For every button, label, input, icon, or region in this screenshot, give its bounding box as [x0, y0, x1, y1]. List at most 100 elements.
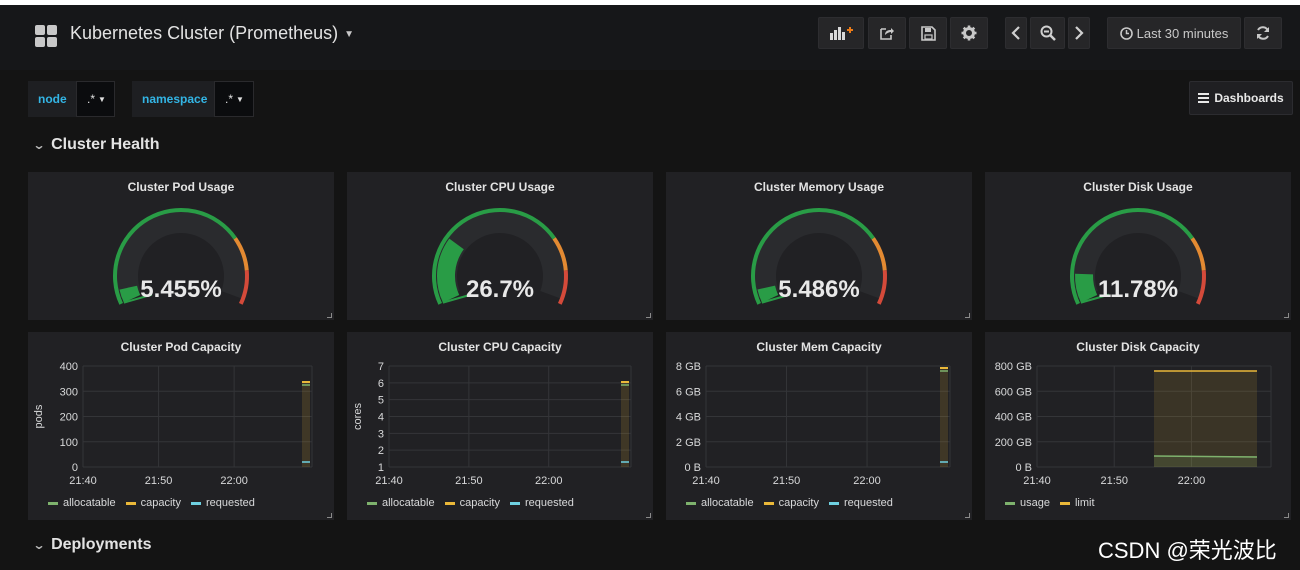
settings-button[interactable] — [950, 17, 988, 49]
legend-item[interactable]: capacity — [763, 497, 819, 509]
legend-label: requested — [843, 497, 893, 509]
series-usage — [1153, 455, 1258, 458]
time-range-picker[interactable]: Last 30 minutes — [1107, 17, 1241, 49]
y-tick-label: 600 GB — [995, 386, 1032, 398]
resize-handle-icon[interactable] — [327, 313, 332, 318]
y-tick-label: 200 GB — [995, 437, 1032, 449]
series-capacity-area — [621, 382, 629, 467]
legend-swatch — [48, 501, 58, 505]
graph-legend: usage limit — [1005, 497, 1095, 509]
save-icon — [920, 25, 936, 41]
time-range-label: Last 30 minutes — [1136, 25, 1229, 41]
legend-item[interactable]: capacity — [125, 497, 181, 509]
add-panel-button[interactable] — [818, 17, 864, 49]
y-tick-label: 4 GB — [676, 412, 701, 424]
panel-title: Cluster Pod Capacity — [120, 340, 242, 354]
panel-title: Cluster Disk Capacity — [1076, 340, 1200, 354]
time-back-button[interactable] — [1005, 17, 1027, 49]
legend-swatch — [125, 501, 136, 505]
x-tick-label: 22:00 — [1178, 475, 1206, 487]
x-tick-label: 21:40 — [375, 475, 403, 487]
variable-node-select[interactable]: .* ▼ — [76, 81, 115, 117]
legend-swatch — [763, 501, 774, 505]
variable-namespace-select[interactable]: .* ▼ — [214, 81, 254, 117]
legend-label: requested — [524, 497, 574, 509]
variable-namespace-label: namespace — [132, 81, 214, 117]
panel-title: Cluster Mem Capacity — [756, 340, 882, 354]
panel-cluster-pod-capacity[interactable]: Cluster Pod Capacity 400 300 200 100 0 21:40 2… — [28, 332, 334, 520]
panel-cluster-pod-usage[interactable]: Cluster Pod Usage 5.455% — [28, 172, 334, 320]
graph-chart: 800 GB 600 GB 400 GB 200 GB 0 B21:40 21:50 22:… — [995, 361, 1272, 487]
x-tick-label: 21:50 — [145, 475, 173, 487]
legend-swatch — [367, 501, 377, 505]
zoom-out-icon — [1040, 25, 1056, 41]
graph-legend: allocatable capacity requested — [686, 497, 893, 509]
legend-item[interactable]: requested — [190, 497, 255, 509]
dashboard-grid-icon[interactable] — [35, 25, 57, 47]
gauge-track — [754, 211, 884, 299]
dashboards-button[interactable]: Dashboards — [1189, 81, 1293, 115]
graph-chart: 400 300 200 100 021:40 21:50 22:00 pods — [33, 361, 313, 487]
legend-swatch — [1005, 501, 1015, 505]
y-axis-label: pods — [33, 404, 45, 428]
panel-cluster-mem-capacity[interactable]: Cluster Mem Capacity 8 GB 6 GB 4 GB 2 GB 0 B… — [666, 332, 972, 520]
legend-item[interactable]: allocatable — [686, 497, 754, 509]
gauge-threshold-green — [113, 208, 237, 305]
resize-handle-icon[interactable] — [965, 513, 970, 518]
caret-down-icon: ▼ — [236, 94, 244, 104]
legend-item[interactable]: limit — [1059, 497, 1095, 509]
gauge-threshold-red — [1195, 270, 1206, 305]
legend-label: limit — [1074, 497, 1095, 509]
panel-cluster-cpu-capacity[interactable]: Cluster CPU Capacity 7 6 5 4 3 2 1 21:40 21:50 22… — [347, 332, 653, 520]
caret-down-icon: ▼ — [344, 28, 355, 40]
y-tick-label: 200 — [60, 412, 78, 424]
legend-item[interactable]: allocatable — [367, 497, 435, 509]
legend-item[interactable]: capacity — [444, 497, 500, 509]
dashboard-title[interactable]: Kubernetes Cluster (Prometheus) ▼ — [70, 23, 354, 44]
row-cluster-health[interactable]: ⌄ Cluster Health — [32, 136, 159, 154]
y-tick-label: 400 — [60, 361, 78, 373]
time-forward-button[interactable] — [1068, 17, 1090, 49]
legend-label: allocatable — [701, 497, 754, 509]
panel-cluster-disk-usage[interactable]: Cluster Disk Usage 11.78% — [985, 172, 1291, 320]
y-tick-label: 300 — [60, 386, 78, 398]
gauge-value-marker — [123, 293, 153, 304]
legend-item[interactable]: requested — [828, 497, 893, 509]
y-tick-label: 0 — [72, 462, 78, 474]
chevron-down-icon: ⌄ — [32, 538, 46, 552]
dashboards-button-label: Dashboards — [1214, 91, 1284, 105]
legend-item[interactable]: allocatable — [48, 497, 116, 509]
legend-item[interactable]: requested — [509, 497, 574, 509]
panel-cluster-cpu-usage[interactable]: Cluster CPU Usage 26.7% — [347, 172, 653, 320]
gauge-threshold-red — [557, 270, 568, 305]
resize-handle-icon[interactable] — [1284, 313, 1289, 318]
gauge-threshold-red — [876, 270, 887, 305]
resize-handle-icon[interactable] — [965, 313, 970, 318]
caret-down-icon: ▼ — [98, 94, 106, 104]
gauge-value-fill — [437, 238, 465, 303]
resize-handle-icon[interactable] — [646, 513, 651, 518]
save-dashboard-button[interactable] — [909, 17, 947, 49]
panel-title: Cluster Memory Usage — [753, 180, 885, 194]
resize-handle-icon[interactable] — [327, 513, 332, 518]
watermark: CSDN @荣光波比 — [1098, 538, 1277, 563]
panel-cluster-memory-usage[interactable]: Cluster Memory Usage 5.486% — [666, 172, 972, 320]
legend-swatch — [444, 501, 455, 505]
resize-handle-icon[interactable] — [646, 313, 651, 318]
row-deployments[interactable]: ⌄ Deployments — [32, 536, 151, 554]
legend-label: allocatable — [382, 497, 435, 509]
list-icon — [1198, 93, 1210, 103]
panel-cluster-disk-capacity[interactable]: Cluster Disk Capacity 800 GB 600 GB 400 GB… — [985, 332, 1291, 520]
legend-swatch — [1059, 501, 1070, 505]
y-tick-label: 6 GB — [676, 386, 701, 398]
gauge-threshold-green — [432, 208, 556, 305]
legend-swatch — [509, 501, 520, 505]
y-tick-label: 5 — [378, 395, 384, 407]
share-dashboard-button[interactable] — [868, 17, 906, 49]
resize-handle-icon[interactable] — [1284, 513, 1289, 518]
gauge-threshold-orange — [871, 237, 887, 271]
zoom-out-button[interactable] — [1030, 17, 1065, 49]
top-navbar: Kubernetes Cluster (Prometheus) ▼ — [0, 0, 1300, 70]
legend-item[interactable]: usage — [1005, 497, 1050, 509]
refresh-button[interactable] — [1244, 17, 1282, 49]
